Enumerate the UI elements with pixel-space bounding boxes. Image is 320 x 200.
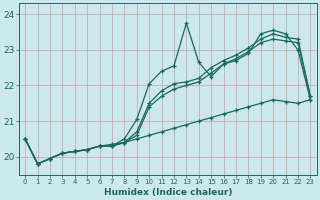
X-axis label: Humidex (Indice chaleur): Humidex (Indice chaleur): [104, 188, 232, 197]
